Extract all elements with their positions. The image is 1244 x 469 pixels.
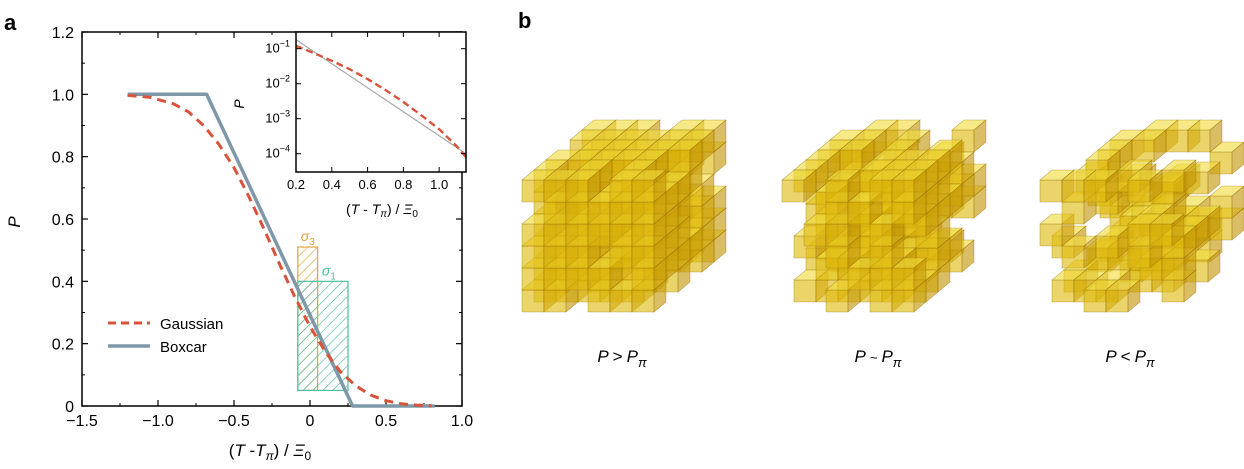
series-gaussian: [127, 93, 432, 408]
main-xlabel: (T -Tπ) / Ξ0: [229, 441, 312, 463]
sigma-box-1: [297, 280, 349, 392]
cube-cluster-critical: [781, 119, 987, 313]
cube-voxel: [1095, 225, 1131, 259]
y-tick-label: 0: [65, 399, 74, 416]
y-tick-label: 0.2: [52, 337, 74, 354]
inset-y-tick-label: 10−2: [265, 74, 290, 91]
cube-voxel: [1083, 169, 1119, 203]
inset-y-tick-label: 10−4: [265, 144, 290, 161]
legend-gaussian-label: Gaussian: [160, 316, 223, 333]
cube-voxel: [1149, 213, 1185, 247]
cube-voxel: [1187, 119, 1223, 153]
cube-voxel: [1105, 279, 1141, 313]
cube-cluster-high: [521, 119, 727, 313]
sigma-label-3: σ3: [301, 228, 315, 248]
caption-critical: P ~ Pπ: [855, 347, 902, 370]
inset-series-fit: [295, 39, 467, 155]
cube-voxel: [565, 169, 601, 203]
inset-ylabel: P: [231, 99, 247, 109]
inset-x-tick-label: 0.2: [287, 177, 305, 192]
cube-voxel: [1127, 169, 1163, 203]
inset-y-tick-label: 10−1: [265, 39, 290, 56]
inset-series-group: [295, 39, 467, 158]
x-tick-label: 0: [306, 413, 315, 430]
cube-voxel: [781, 169, 817, 203]
caption-high: P > Pπ: [597, 347, 647, 370]
x-tick-label: 1.0: [451, 413, 473, 430]
cube-voxel: [1209, 185, 1244, 219]
cube-voxel: [825, 169, 861, 203]
inset-series-gaussian: [295, 44, 467, 158]
inset-xlabel: (T - Tπ) / Ξ0: [346, 201, 418, 220]
cube-voxel: [891, 169, 927, 203]
y-tick-label: 1.2: [52, 25, 74, 42]
x-tick-label: −0.5: [218, 413, 250, 430]
series-boxcar: [127, 92, 435, 408]
caption-low: P < Pπ: [1105, 347, 1155, 370]
percolation-cubes: [521, 119, 1244, 313]
inset-background: [296, 32, 466, 172]
cube-voxel: [631, 169, 667, 203]
x-tick-label: 0.5: [375, 413, 397, 430]
main-series-group: [127, 92, 435, 408]
inset-plot-frame: [295, 31, 467, 173]
main-ylabel: P: [5, 216, 24, 228]
panel-label-a: a: [4, 10, 17, 35]
y-tick-label: 0.8: [52, 150, 74, 167]
inset-axis-ticks: 0.2 0.4 0.6 0.8 1.0 10−1 10−2 10−3 10−4: [265, 32, 466, 192]
inset-x-tick-label: 1.0: [430, 177, 448, 192]
sigma-label-1: σ1: [322, 262, 336, 282]
cube-cluster-low: [1039, 119, 1244, 313]
cube-voxel: [1161, 159, 1197, 193]
legend: Gaussian Boxcar: [108, 316, 223, 356]
inset-x-tick-label: 0.4: [323, 177, 341, 192]
cube-voxel: [1131, 129, 1167, 163]
inset-y-tick-label: 10−3: [265, 109, 290, 126]
y-tick-label: 1.0: [52, 87, 74, 104]
y-tick-label: 0.4: [52, 274, 74, 291]
main-chart: σ3 σ1 −1.5 −1.0 −0.5 0 0.5 1.0 0 0.2 0.4 0.6 0.8 1.0…: [5, 25, 473, 463]
inset-x-tick-label: 0.6: [359, 177, 377, 192]
legend-boxcar-label: Boxcar: [160, 339, 207, 356]
panel-label-b: b: [518, 8, 531, 33]
x-tick-label: −1.0: [142, 413, 174, 430]
inset-x-tick-label: 0.8: [394, 177, 412, 192]
y-tick-label: 0.6: [52, 212, 74, 229]
inset-chart: 0.2 0.4 0.6 0.8 1.0 10−1 10−2 10−3 10−4 P (T - T…: [231, 31, 467, 220]
cube-voxel: [1061, 235, 1097, 269]
cube-voxel: [839, 139, 875, 173]
x-tick-label: −1.5: [66, 413, 98, 430]
